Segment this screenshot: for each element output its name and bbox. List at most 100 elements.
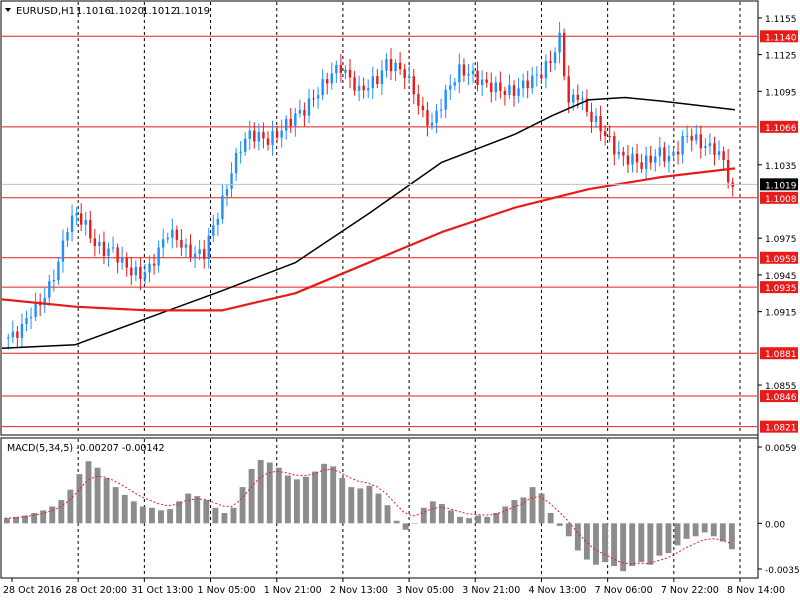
candle-body	[43, 297, 46, 306]
candle-body	[29, 316, 33, 319]
level-price-tag	[760, 120, 798, 133]
candlestick-series	[7, 21, 734, 350]
candle-body	[644, 155, 648, 169]
macd-bar	[656, 523, 663, 556]
candle-body	[175, 229, 179, 240]
candle-body	[376, 76, 379, 85]
candle-body	[572, 94, 575, 103]
candle-body	[93, 238, 97, 247]
candle-body	[480, 79, 484, 85]
candle-body	[726, 159, 730, 183]
macd-bar	[502, 506, 509, 524]
moving-average-red	[1, 167, 736, 312]
macd-bar	[402, 523, 409, 530]
moving-average-lines	[1, 96, 736, 350]
candle-body	[640, 162, 643, 169]
y-tick-label: 1.1035	[765, 162, 797, 172]
candle-body	[403, 69, 406, 78]
macd-bar	[284, 475, 291, 524]
candle-body	[166, 237, 169, 240]
macd-bar	[321, 463, 328, 524]
candle-body	[371, 76, 374, 89]
candle-body	[253, 130, 256, 142]
candle-body	[275, 131, 279, 138]
candle-body	[57, 261, 60, 281]
macd-bar	[148, 507, 155, 524]
macd-bar	[167, 509, 174, 524]
candle-body	[398, 62, 402, 70]
candle-body	[622, 151, 625, 156]
candle-body	[380, 70, 384, 85]
candle-body	[553, 52, 557, 64]
macd-y-tick-label: -0.00353	[765, 566, 800, 576]
macd-y-tick-label: 0.00	[765, 520, 785, 530]
candle-body	[294, 113, 297, 126]
chart-menu-triangle-icon[interactable]	[5, 8, 11, 12]
macd-bar	[339, 478, 346, 524]
macd-bar	[611, 523, 618, 567]
candle-body	[526, 80, 529, 89]
macd-bar	[366, 485, 373, 524]
macd-bar	[629, 523, 636, 567]
candle-body	[116, 247, 119, 263]
macd-bar	[121, 494, 128, 524]
candle-body	[335, 65, 338, 74]
candle-body	[216, 218, 220, 225]
y-tick-label: 1.1155	[765, 15, 797, 25]
candle-body	[244, 138, 247, 152]
candle-body	[130, 267, 133, 276]
candle-body	[708, 143, 712, 147]
candle-body	[316, 95, 320, 99]
candle-body	[408, 76, 411, 78]
macd-bar	[212, 507, 219, 524]
candle-body	[617, 151, 621, 155]
y-tick-label: 1.0975	[765, 235, 797, 245]
macd-bar	[475, 515, 482, 524]
time-gridlines	[77, 2, 741, 577]
level-price-label: 1.1140	[765, 33, 797, 43]
candle-body	[699, 134, 703, 149]
x-tick-label: 4 Nov 13:00	[528, 585, 586, 596]
candle-body	[257, 132, 261, 142]
x-tick-label: 7 Nov 22:00	[661, 585, 719, 596]
candle-body	[426, 110, 429, 126]
macd-bar	[203, 500, 210, 524]
candle-body	[435, 110, 438, 123]
candle-body	[430, 122, 434, 126]
macd-bar	[457, 516, 463, 524]
candle-body	[111, 247, 115, 249]
level-price-tag	[760, 191, 798, 204]
macd-bar	[85, 461, 92, 524]
chart-header: EURUSD,H1 1.1016 1.1020 1.1012 1.1019	[5, 6, 210, 17]
macd-bar	[375, 493, 382, 524]
macd-bar	[484, 516, 491, 524]
candle-body	[667, 155, 671, 162]
candle-body	[66, 232, 69, 241]
candle-body	[134, 266, 138, 276]
macd-bar	[438, 503, 445, 524]
x-tick-label: 28 Oct 2016	[3, 585, 62, 596]
ohlc-low: 1.1012	[142, 6, 177, 17]
candle-body	[70, 215, 74, 233]
candle-body	[75, 213, 78, 216]
macd-bar	[257, 459, 264, 524]
candle-body	[157, 247, 160, 266]
macd-bar	[49, 506, 56, 524]
macd-bar	[221, 512, 228, 524]
candle-body	[508, 85, 511, 95]
candle-body	[330, 73, 333, 84]
candle-body	[212, 224, 215, 236]
level-price-label: 1.0959	[765, 255, 797, 265]
x-tick-label: 2 Nov 13:00	[330, 585, 388, 596]
candle-body	[631, 153, 634, 165]
candle-body	[421, 105, 425, 111]
candle-body	[34, 301, 37, 317]
macd-bar	[76, 474, 83, 524]
macd-bar	[22, 515, 29, 524]
candle-body	[649, 155, 652, 163]
candle-body	[25, 318, 28, 324]
candle-body	[262, 132, 265, 139]
candle-body	[221, 195, 224, 219]
macd-bar	[728, 523, 735, 550]
